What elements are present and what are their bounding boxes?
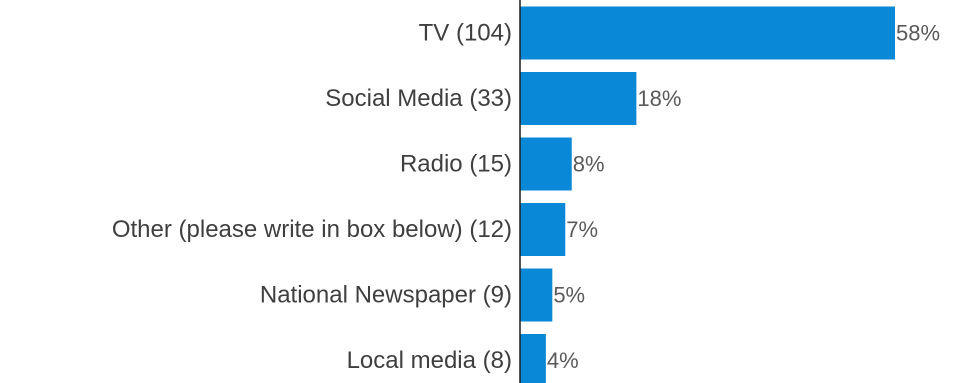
category-label-4: National Newspaper (9) [260,282,512,309]
category-label-0: TV (104) [419,20,512,47]
category-labels-group: TV (104) Social Media (33) Radio (15) Other… [112,20,512,375]
category-label-3: Other (please write in box below) (12) [112,216,512,243]
bar-4 [520,268,553,322]
value-label-4: 5% [553,283,585,308]
bar-3 [520,203,566,256]
value-label-2: 8% [573,152,605,177]
value-labels-group: 58% 18% 8% 7% 5% 4% [547,21,940,374]
bar-0 [520,6,895,60]
category-label-1: Social Media (33) [325,85,512,112]
bar-5 [520,334,546,383]
bar-2 [520,137,572,191]
value-label-3: 7% [566,217,598,242]
bars-group [520,6,895,383]
bar-1 [520,72,637,125]
category-label-5: Local media (8) [347,347,512,374]
value-label-0: 58% [896,21,940,46]
category-label-2: Radio (15) [400,151,512,178]
value-label-5: 4% [547,348,579,373]
value-label-1: 18% [637,86,681,111]
